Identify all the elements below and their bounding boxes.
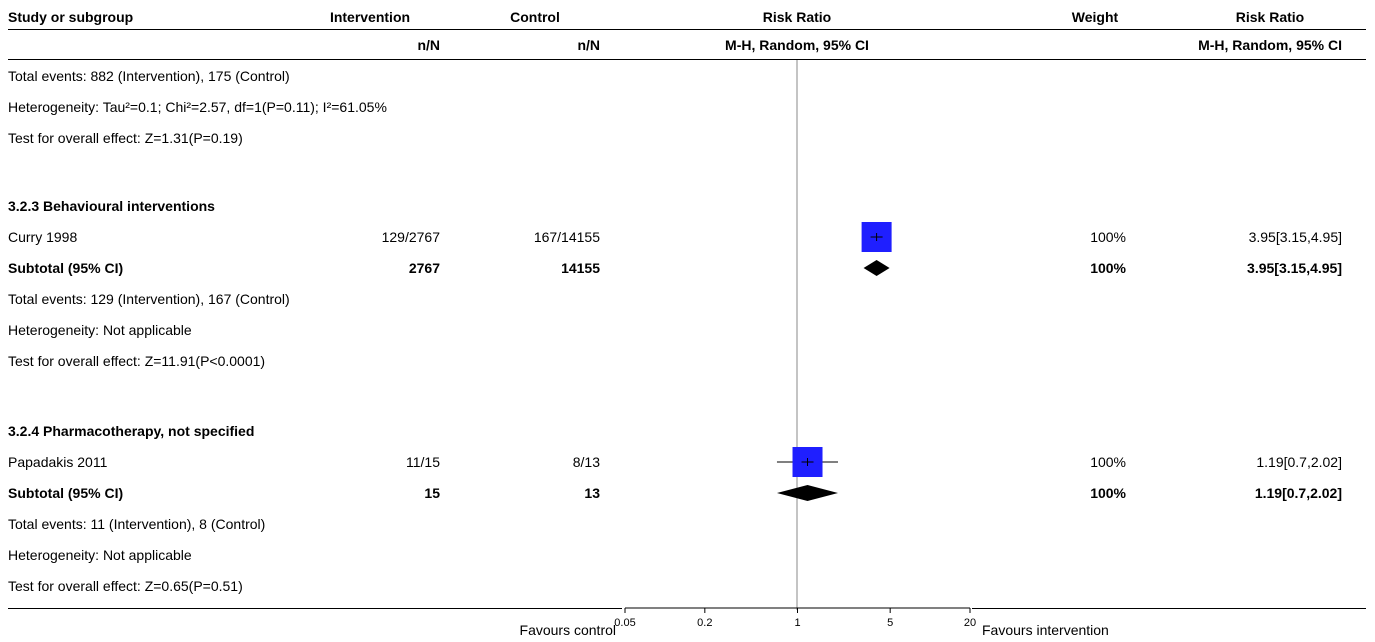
subtotal-weight: 100% bbox=[1090, 485, 1126, 501]
subgroup-title: 3.2.4 Pharmacotherapy, not specified bbox=[8, 423, 255, 439]
header-bottom-rule bbox=[8, 59, 1366, 60]
study-intervention: 129/2767 bbox=[381, 229, 440, 245]
study-col-header: Study or subgroup bbox=[8, 9, 134, 25]
overall-effect-text: Test for overall effect: Z=11.91(P<0.000… bbox=[8, 353, 266, 369]
study-name: Curry 1998 bbox=[8, 229, 78, 245]
x-tick-label: 20 bbox=[964, 617, 976, 629]
subtotal-intervention: 2767 bbox=[408, 260, 440, 276]
heterogeneity-text: Heterogeneity: Not applicable bbox=[8, 547, 192, 563]
study-rr: 1.19[0.7,2.02] bbox=[1256, 454, 1342, 470]
subtotal-intervention: 15 bbox=[424, 485, 440, 501]
overall-effect-text: Test for overall effect: Z=1.31(P=0.19) bbox=[8, 130, 243, 146]
rr-col-header: Risk Ratio bbox=[1235, 9, 1305, 25]
subtotal-label: Subtotal (95% CI) bbox=[8, 260, 124, 276]
total-events-text: Total events: 882 (Intervention), 175 (C… bbox=[8, 68, 290, 84]
x-tick-label: 0.2 bbox=[697, 617, 712, 629]
control-col-header: Control bbox=[510, 9, 560, 25]
study-control: 8/13 bbox=[572, 454, 600, 470]
favours-control-label: Favours control bbox=[519, 622, 616, 638]
bottom-rule-right bbox=[972, 608, 1366, 609]
intervention-subheader: n/N bbox=[417, 37, 440, 53]
subtotal-rr: 1.19[0.7,2.02] bbox=[1254, 485, 1342, 501]
x-tick-label: 1 bbox=[794, 617, 800, 629]
study-control: 167/14155 bbox=[533, 229, 600, 245]
x-tick-label: 0.05 bbox=[614, 617, 635, 629]
favours-intervention-label: Favours intervention bbox=[982, 622, 1109, 638]
rr-subheader: M-H, Random, 95% CI bbox=[1198, 37, 1342, 53]
bottom-rule-left bbox=[8, 608, 622, 609]
subtotal-control: 14155 bbox=[561, 260, 600, 276]
intervention-col-header: Intervention bbox=[329, 9, 411, 25]
study-intervention: 11/15 bbox=[406, 454, 440, 470]
header-top-rule bbox=[8, 29, 1366, 30]
subtotal-weight: 100% bbox=[1090, 260, 1126, 276]
total-events-text: Total events: 11 (Intervention), 8 (Cont… bbox=[8, 516, 266, 532]
subtotal-label: Subtotal (95% CI) bbox=[8, 485, 124, 501]
weight-col-header: Weight bbox=[1071, 9, 1119, 25]
x-tick-label: 5 bbox=[887, 617, 893, 629]
control-subheader: n/N bbox=[577, 37, 600, 53]
subgroup-title: 3.2.3 Behavioural interventions bbox=[8, 198, 215, 214]
subtotal-diamond bbox=[776, 485, 838, 501]
study-name: Papadakis 2011 bbox=[8, 454, 108, 470]
study-weight: 100% bbox=[1090, 229, 1126, 245]
subtotal-rr: 3.95[3.15,4.95] bbox=[1247, 260, 1342, 276]
subtotal-diamond bbox=[863, 260, 890, 276]
rr-plot-col-header: Risk Ratio bbox=[762, 9, 832, 25]
subtotal-control: 13 bbox=[584, 485, 600, 501]
rr-plot-subheader: M-H, Random, 95% CI bbox=[725, 37, 869, 53]
overall-effect-text: Test for overall effect: Z=0.65(P=0.51) bbox=[8, 578, 243, 594]
study-weight: 100% bbox=[1090, 454, 1126, 470]
study-rr: 3.95[3.15,4.95] bbox=[1248, 229, 1342, 245]
heterogeneity-text: Heterogeneity: Not applicable bbox=[8, 322, 192, 338]
total-events-text: Total events: 129 (Intervention), 167 (C… bbox=[8, 291, 290, 307]
heterogeneity-text: Heterogeneity: Tau²=0.1; Chi²=2.57, df=1… bbox=[8, 99, 387, 115]
